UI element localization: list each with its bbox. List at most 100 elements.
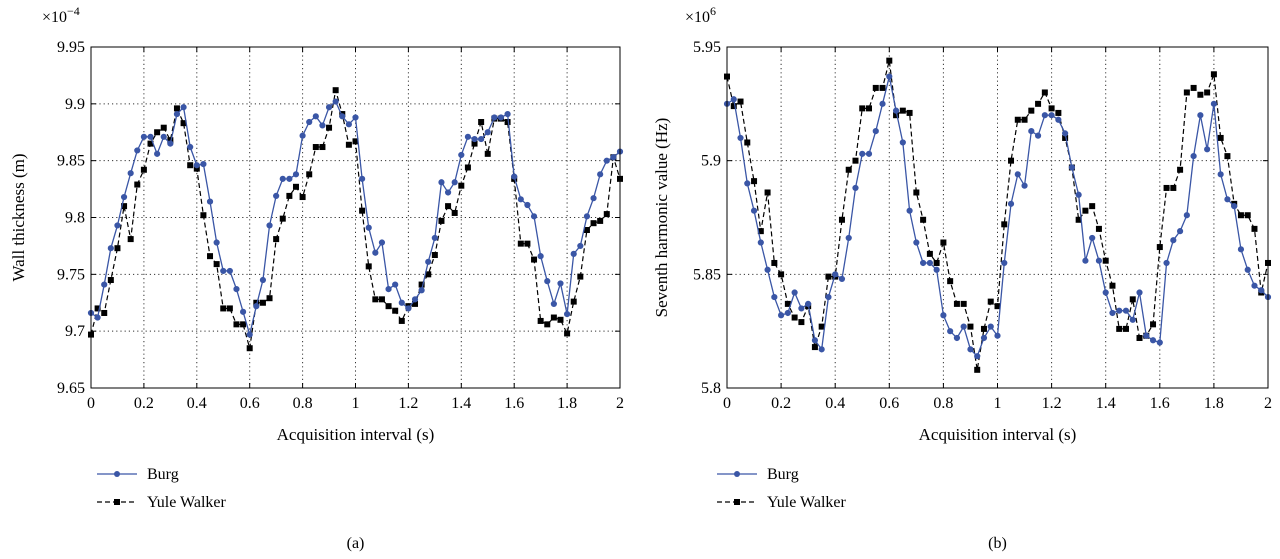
y-tick-labels-b: 5.8 5.85 5.9 5.95: [693, 39, 721, 397]
y-multiplier-a: ×10−4: [42, 4, 80, 26]
data-point-yule-walker: [94, 305, 101, 312]
data-point-yule-walker: [180, 120, 187, 127]
data-point-burg: [154, 150, 161, 157]
data-point-burg: [757, 239, 764, 246]
grid-a: [91, 47, 620, 388]
data-point-burg: [233, 286, 240, 293]
data-point-yule-walker: [818, 323, 825, 330]
data-point-burg: [299, 132, 306, 139]
data-point-yule-walker: [286, 192, 293, 199]
data-point-yule-walker: [764, 189, 771, 196]
data-point-burg: [1190, 153, 1197, 160]
data-point-burg: [1176, 228, 1184, 235]
legend-b: Burg Yule Walker: [717, 466, 847, 511]
y-axis-label-b: Seventh harmonic value (Hz): [652, 118, 671, 318]
data-point-burg: [1021, 182, 1028, 189]
data-point-burg: [431, 234, 438, 242]
data-point-burg: [1075, 191, 1082, 198]
data-point-yule-walker: [811, 344, 818, 351]
data-point-burg: [418, 287, 425, 294]
data-point-burg: [737, 134, 744, 142]
y-tick-label: 5.8: [701, 380, 721, 397]
data-point-yule-walker: [791, 314, 798, 321]
x-tick-label: 0.8: [933, 395, 953, 412]
data-point-burg: [906, 207, 913, 214]
y-tick-label: 9.7: [65, 323, 85, 340]
data-point-yule-walker: [886, 57, 893, 64]
data-point-yule-walker: [940, 239, 947, 246]
data-point-yule-walker: [299, 194, 306, 201]
panel-label-b: (b): [988, 535, 1007, 552]
data-point-yule-walker: [1001, 221, 1008, 228]
data-point-burg: [365, 224, 372, 231]
data-point-burg: [167, 140, 174, 147]
data-point-burg: [239, 308, 247, 315]
data-point-burg: [603, 157, 610, 164]
x-tick-label: 1.8: [557, 395, 577, 412]
data-point-burg: [1028, 128, 1035, 135]
data-point-yule-walker: [173, 105, 180, 112]
data-point-yule-walker: [947, 278, 954, 285]
data-point-yule-walker: [392, 307, 399, 314]
data-point-burg: [491, 114, 498, 121]
data-point-burg: [1001, 259, 1008, 267]
data-point-burg: [730, 96, 737, 103]
data-point-burg: [1156, 339, 1163, 346]
data-point-burg: [200, 160, 207, 168]
data-point-burg: [444, 189, 452, 196]
data-point-burg: [160, 133, 167, 140]
data-point-burg: [577, 242, 584, 250]
data-point-yule-walker: [1183, 89, 1190, 96]
data-point-burg: [94, 314, 101, 321]
data-point-yule-walker: [1204, 89, 1211, 96]
data-point-yule-walker: [253, 299, 260, 306]
y-tick-labels-a: 9.65 9.7 9.75 9.8 9.85 9.9 9.95: [57, 39, 85, 397]
data-point-yule-walker: [101, 309, 108, 316]
data-point-yule-walker: [332, 87, 339, 94]
data-point-yule-walker: [279, 215, 286, 222]
data-point-yule-walker: [445, 203, 452, 210]
data-point-burg: [120, 193, 128, 201]
data-point-burg: [114, 222, 121, 229]
data-point-burg: [811, 337, 819, 344]
data-point-yule-walker: [920, 216, 927, 223]
data-point-burg: [253, 303, 260, 310]
x-tick-label: 0.8: [293, 395, 313, 412]
y-tick-label: 9.75: [57, 266, 85, 283]
data-point-burg: [805, 300, 812, 307]
data-point-burg: [913, 239, 920, 246]
data-point-yule-walker: [431, 252, 438, 259]
data-point-burg: [940, 312, 947, 319]
data-point-yule-walker: [597, 217, 604, 224]
data-point-burg: [147, 133, 154, 140]
legend-label: Burg: [147, 466, 179, 483]
data-point-burg: [1116, 307, 1123, 314]
data-point-yule-walker: [577, 273, 584, 280]
data-point-burg: [286, 175, 293, 182]
data-point-yule-walker: [220, 305, 227, 312]
data-point-burg: [544, 278, 551, 285]
data-point-burg: [798, 305, 805, 312]
data-point-burg: [392, 281, 399, 288]
data-point-burg: [537, 253, 544, 260]
data-point-burg: [378, 239, 386, 246]
legend-label: Yule Walker: [767, 494, 847, 511]
data-point-yule-walker: [1075, 216, 1082, 223]
data-point-yule-walker: [259, 299, 266, 306]
data-point-burg: [345, 121, 352, 128]
x-axis-label-b: Acquisition interval (s): [919, 425, 1077, 444]
data-point-yule-walker: [246, 345, 253, 352]
data-point-yule-walker: [967, 323, 974, 330]
data-point-yule-walker: [1136, 334, 1143, 341]
data-point-yule-walker: [121, 203, 128, 210]
data-point-yule-walker: [1095, 225, 1102, 232]
data-point-burg: [791, 289, 798, 296]
data-point-burg: [557, 280, 564, 287]
legend-label: Burg: [767, 466, 799, 483]
data-point-burg: [187, 143, 194, 151]
data-point-yule-walker: [438, 217, 445, 224]
data-point-yule-walker: [504, 119, 511, 126]
data-point-yule-walker: [412, 300, 419, 307]
data-point-yule-walker: [226, 305, 233, 312]
